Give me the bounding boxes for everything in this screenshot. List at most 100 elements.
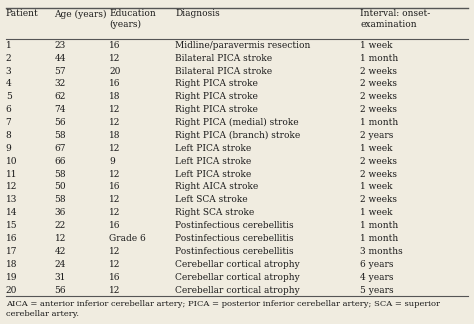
Text: 12: 12 [109,260,120,269]
Text: 12: 12 [109,247,120,256]
Text: 1 month: 1 month [360,118,399,127]
Text: Midline/paravermis resection: Midline/paravermis resection [175,41,311,50]
Text: Age (years): Age (years) [55,9,107,18]
Text: 12: 12 [109,169,120,179]
Text: 1 week: 1 week [360,208,393,217]
Text: Right PICA stroke: Right PICA stroke [175,79,258,88]
Text: 62: 62 [55,92,66,101]
Text: Postinfectious cerebellitis: Postinfectious cerebellitis [175,234,294,243]
Text: 13: 13 [6,195,17,204]
Text: 17: 17 [6,247,17,256]
Text: Interval: onset-
examination: Interval: onset- examination [360,9,430,29]
Text: 5: 5 [6,92,11,101]
Text: Patient: Patient [6,9,38,18]
Text: 5 years: 5 years [360,285,394,295]
Text: Left PICA stroke: Left PICA stroke [175,144,252,153]
Text: 16: 16 [6,234,17,243]
Text: 12: 12 [109,285,120,295]
Text: 20: 20 [109,66,120,75]
Text: 12: 12 [109,144,120,153]
Text: 18: 18 [109,92,120,101]
Text: 66: 66 [55,157,66,166]
Text: 15: 15 [6,221,18,230]
Text: Right SCA stroke: Right SCA stroke [175,208,255,217]
Text: Left PICA stroke: Left PICA stroke [175,169,252,179]
Text: 22: 22 [55,221,66,230]
Text: Right PICA stroke: Right PICA stroke [175,105,258,114]
Text: 56: 56 [55,285,66,295]
Text: Bilateral PICA stroke: Bilateral PICA stroke [175,54,273,63]
Text: 4 years: 4 years [360,272,394,282]
Text: 14: 14 [6,208,17,217]
Text: 16: 16 [109,182,120,191]
Text: 4: 4 [6,79,11,88]
Text: Right PICA stroke: Right PICA stroke [175,92,258,101]
Text: 6: 6 [6,105,11,114]
Text: 2: 2 [6,54,11,63]
Text: 3: 3 [6,66,11,75]
Text: 1 month: 1 month [360,221,399,230]
Text: Left PICA stroke: Left PICA stroke [175,157,252,166]
Text: 67: 67 [55,144,66,153]
Text: 1 week: 1 week [360,41,393,50]
Text: 12: 12 [109,195,120,204]
Text: 56: 56 [55,118,66,127]
Text: Right PICA (branch) stroke: Right PICA (branch) stroke [175,131,301,140]
Text: Bilateral PICA stroke: Bilateral PICA stroke [175,66,273,75]
Text: 10: 10 [6,157,17,166]
Text: 36: 36 [55,208,66,217]
Text: 2 weeks: 2 weeks [360,92,397,101]
Text: 24: 24 [55,260,66,269]
Text: 1: 1 [6,41,11,50]
Text: 32: 32 [55,79,66,88]
Text: 16: 16 [109,221,120,230]
Text: Left SCA stroke: Left SCA stroke [175,195,248,204]
Text: Postinfectious cerebellitis: Postinfectious cerebellitis [175,247,294,256]
Text: 2 weeks: 2 weeks [360,105,397,114]
Text: 2 weeks: 2 weeks [360,169,397,179]
Text: 16: 16 [109,272,120,282]
Text: Education
(years): Education (years) [109,9,156,29]
Text: AICA = anterior inferior cerebellar artery; PICA = posterior inferior cerebellar: AICA = anterior inferior cerebellar arte… [6,300,440,318]
Text: Cerebellar cortical atrophy: Cerebellar cortical atrophy [175,285,300,295]
Text: 9: 9 [109,157,115,166]
Text: 18: 18 [109,131,120,140]
Text: 16: 16 [109,41,120,50]
Text: 57: 57 [55,66,66,75]
Text: 31: 31 [55,272,66,282]
Text: 2 years: 2 years [360,131,393,140]
Text: 1 week: 1 week [360,182,393,191]
Text: 3 months: 3 months [360,247,403,256]
Text: 20: 20 [6,285,17,295]
Text: 18: 18 [6,260,17,269]
Text: 2 weeks: 2 weeks [360,195,397,204]
Text: Right PICA (medial) stroke: Right PICA (medial) stroke [175,118,299,127]
Text: 12: 12 [55,234,66,243]
Text: 58: 58 [55,169,66,179]
Text: Cerebellar cortical atrophy: Cerebellar cortical atrophy [175,260,300,269]
Text: 74: 74 [55,105,66,114]
Text: 12: 12 [6,182,17,191]
Text: 8: 8 [6,131,11,140]
Text: 42: 42 [55,247,66,256]
Text: 16: 16 [109,79,120,88]
Text: 1 week: 1 week [360,144,393,153]
Text: 19: 19 [6,272,17,282]
Text: 2 weeks: 2 weeks [360,157,397,166]
Text: 23: 23 [55,41,66,50]
Text: 2 weeks: 2 weeks [360,79,397,88]
Text: 12: 12 [109,54,120,63]
Text: 12: 12 [109,105,120,114]
Text: 1 month: 1 month [360,54,399,63]
Text: 58: 58 [55,195,66,204]
Text: Right AICA stroke: Right AICA stroke [175,182,259,191]
Text: 12: 12 [109,118,120,127]
Text: Postinfectious cerebellitis: Postinfectious cerebellitis [175,221,294,230]
Text: 9: 9 [6,144,11,153]
Text: Grade 6: Grade 6 [109,234,146,243]
Text: 2 weeks: 2 weeks [360,66,397,75]
Text: Cerebellar cortical atrophy: Cerebellar cortical atrophy [175,272,300,282]
Text: 6 years: 6 years [360,260,394,269]
Text: 11: 11 [6,169,17,179]
Text: 1 month: 1 month [360,234,399,243]
